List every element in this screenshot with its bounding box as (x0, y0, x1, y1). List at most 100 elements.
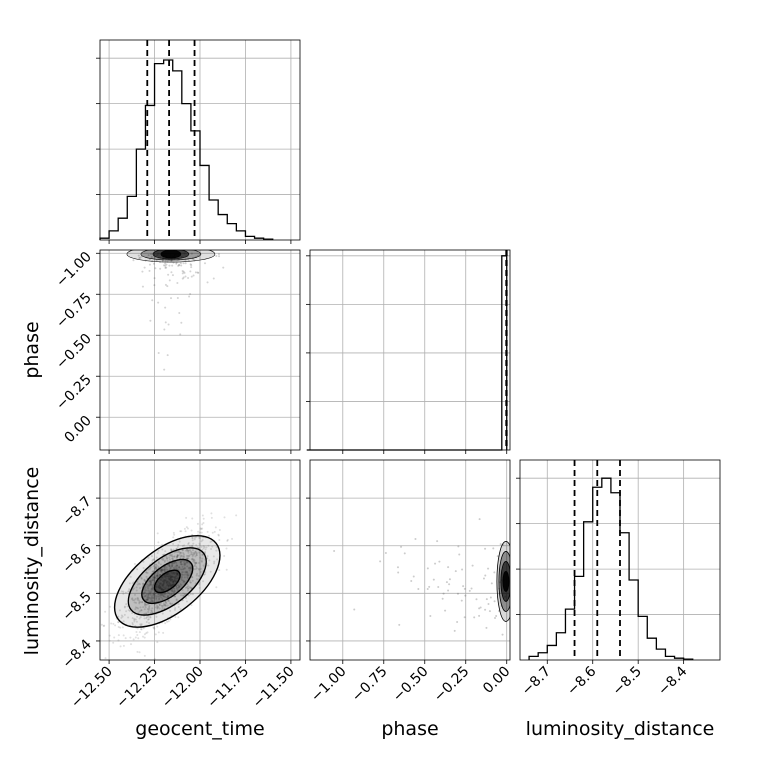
sample-point (169, 578, 172, 581)
sample-point (214, 526, 217, 529)
sample-point (157, 351, 160, 354)
sample-point (186, 561, 189, 564)
sample-point (166, 604, 169, 607)
density-contour (113, 534, 221, 628)
sample-point (445, 581, 448, 584)
sample-point (147, 598, 150, 601)
sample-point (149, 319, 152, 322)
y-label-phase: phase (21, 321, 43, 378)
sample-point (156, 572, 159, 575)
sample-point (177, 574, 180, 577)
sample-point (191, 555, 194, 558)
sample-point (90, 619, 92, 621)
sample-point (185, 570, 188, 573)
sample-point (204, 551, 207, 554)
sample-point (150, 583, 153, 586)
sample-point (162, 264, 165, 267)
sample-point (169, 579, 172, 582)
sample-point (195, 552, 198, 555)
sample-point (171, 274, 174, 277)
sample-point (167, 584, 170, 587)
sample-point (167, 578, 170, 581)
sample-point (212, 277, 215, 280)
sample-point (178, 550, 181, 553)
sample-point (177, 602, 180, 605)
sample-point (213, 560, 216, 563)
sample-point (189, 566, 192, 569)
sample-point (201, 553, 204, 556)
sample-point (164, 321, 167, 324)
sample-point (202, 517, 205, 520)
sample-point (164, 550, 167, 553)
sample-point (144, 586, 147, 589)
sample-point (176, 573, 179, 576)
sample-point (202, 522, 205, 525)
sample-point (191, 579, 194, 582)
sample-point (177, 584, 180, 587)
sample-point (176, 554, 179, 557)
sample-point (160, 558, 163, 561)
scatter-geocent_time-luminosity_distance-grid (100, 460, 300, 660)
sample-point (155, 583, 158, 586)
sample-point (109, 605, 112, 608)
sample-point (184, 262, 187, 265)
sample-point (159, 569, 162, 572)
sample-point (187, 555, 190, 558)
sample-point (176, 568, 179, 571)
sample-point (145, 571, 148, 574)
sample-point (159, 570, 162, 573)
sample-point (182, 592, 185, 595)
scatter-geocent_time-luminosity_distance-ytick-label: −8.6 (59, 541, 94, 576)
sample-point (173, 590, 176, 593)
sample-point (169, 585, 172, 588)
sample-point (175, 587, 178, 590)
sample-point (222, 266, 225, 269)
sample-point (403, 552, 406, 555)
sample-point (172, 536, 175, 539)
sample-point (164, 262, 167, 265)
sample-point (182, 276, 185, 279)
sample-point (205, 546, 208, 549)
sample-point (181, 559, 184, 562)
sample-point (193, 561, 196, 564)
sample-point (189, 581, 192, 584)
sample-point (432, 578, 435, 581)
sample-point (137, 254, 140, 257)
sample-point (200, 560, 203, 563)
sample-point (226, 538, 229, 541)
sample-point (170, 297, 173, 300)
sample-point (127, 616, 130, 619)
sample-point (173, 551, 176, 554)
sample-point (175, 555, 178, 558)
sample-point (178, 312, 181, 315)
sample-point (117, 621, 120, 624)
sample-point (478, 614, 481, 617)
sample-point (166, 596, 169, 599)
sample-point (176, 583, 179, 586)
sample-point (478, 607, 481, 610)
sample-point (198, 583, 201, 586)
sample-point (122, 590, 125, 593)
sample-point (146, 631, 149, 634)
scatter-phase-luminosity_distance-xtick-label: −0.75 (349, 664, 391, 706)
sample-point (149, 590, 152, 593)
sample-point (169, 579, 172, 582)
sample-point (464, 594, 467, 597)
sample-point (456, 592, 459, 595)
sample-point (136, 583, 139, 586)
sample-point (167, 587, 170, 590)
sample-point (185, 548, 188, 551)
sample-point (120, 616, 123, 619)
sample-point (173, 608, 176, 611)
sample-point (162, 595, 165, 598)
sample-point (184, 571, 187, 574)
sample-point (139, 616, 142, 619)
sample-point (173, 555, 176, 558)
sample-point (194, 562, 197, 565)
sample-point (156, 574, 159, 577)
sample-point (179, 562, 182, 565)
sample-point (163, 559, 166, 562)
sample-point (171, 590, 174, 593)
sample-point (151, 597, 154, 600)
sample-point (182, 553, 185, 556)
